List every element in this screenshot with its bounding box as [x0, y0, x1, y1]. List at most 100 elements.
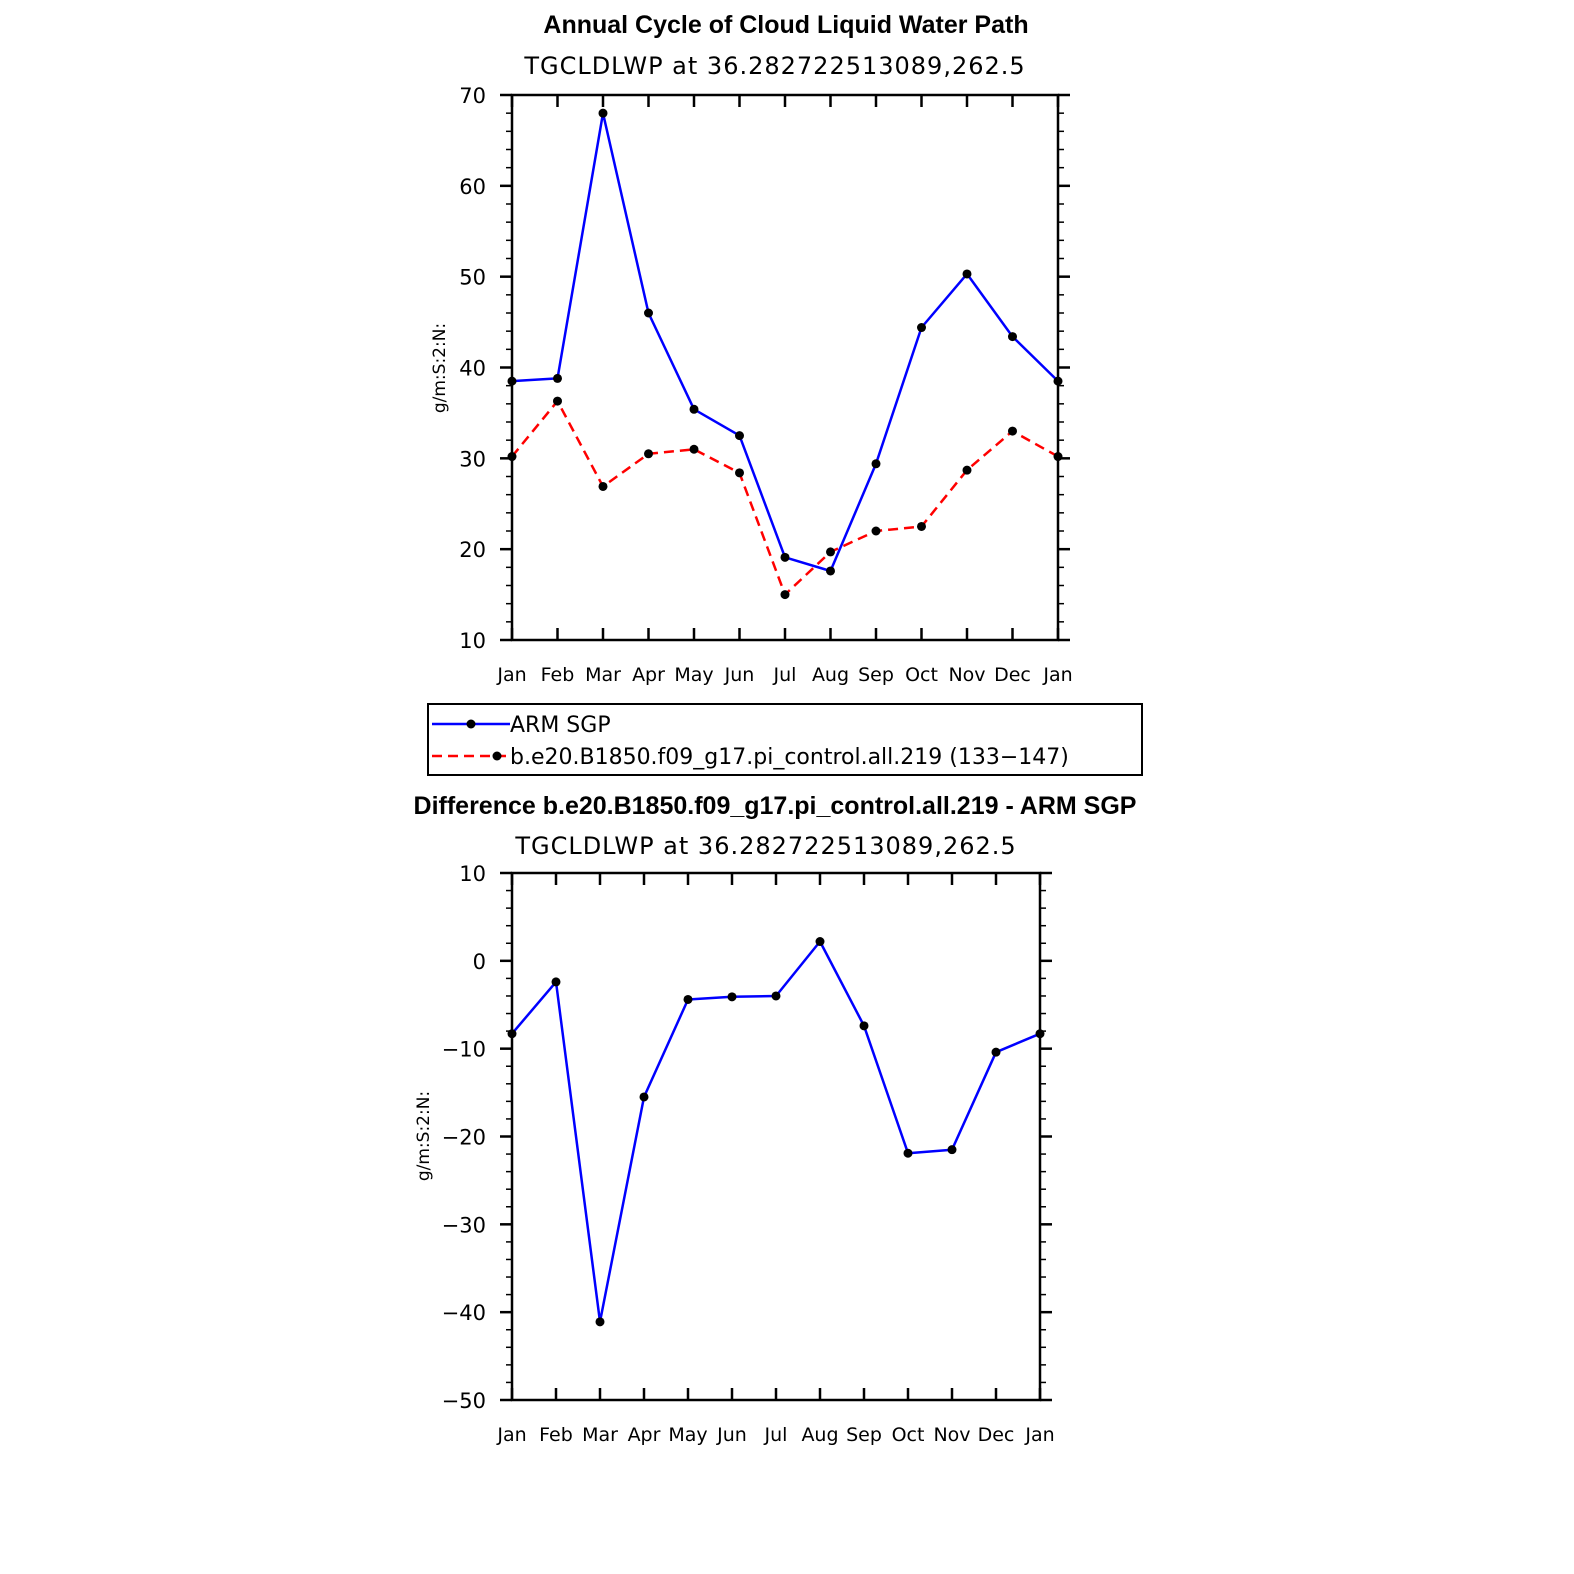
chart-subtitle: TGCLDLWP at 36.282722513089,262.5: [514, 832, 1016, 860]
x-tick-label-jun: Jun: [724, 664, 755, 686]
data-point-arm-sgp-11: [1008, 332, 1017, 342]
x-tick-label-mar: Mar: [582, 1424, 618, 1446]
x-tick-label-jun: Jun: [716, 1424, 747, 1446]
data-point-b-e20-b1850-f09-g17-pi-control-all-219-133-147-11: [1008, 426, 1017, 436]
data-point-difference-3: [639, 1092, 649, 1102]
data-point-b-e20-b1850-f09-g17-pi-control-all-219-133-147-2: [598, 481, 608, 491]
data-point-difference-12: [1035, 1029, 1045, 1039]
data-point-arm-sgp-2: [598, 108, 608, 118]
data-point-difference-4: [683, 994, 693, 1004]
data-point-b-e20-b1850-f09-g17-pi-control-all-219-133-147-12: [1053, 452, 1063, 462]
x-tick-label-may: May: [668, 1424, 707, 1446]
x-tick-label-aug: Aug: [812, 664, 849, 686]
data-point-b-e20-b1850-f09-g17-pi-control-all-219-133-147-0: [507, 452, 517, 462]
data-point-arm-sgp-12: [1053, 376, 1063, 386]
data-point-b-e20-b1850-f09-g17-pi-control-all-219-133-147-3: [644, 449, 653, 459]
data-point-arm-sgp-5: [735, 431, 744, 441]
y-axis-label: g/m:S:2:N:: [430, 323, 450, 413]
y-axis-label: g/m:S:2:N:: [414, 1091, 434, 1181]
data-point-b-e20-b1850-f09-g17-pi-control-all-219-133-147-8: [871, 526, 881, 536]
legend-marker-model: [492, 751, 502, 761]
legend-box: [427, 703, 1143, 776]
chart-title: Difference b.e20.B1850.f09_g17.pi_contro…: [414, 792, 1137, 820]
data-point-difference-2: [595, 1317, 605, 1327]
data-point-difference-0: [507, 1029, 517, 1039]
y-tick-label: 10: [459, 629, 486, 653]
plot-frame: [510, 871, 1042, 1402]
series-line-b-e20-b1850-f09-g17-pi-control-all-219-133-147: [511, 399, 1059, 596]
x-tick-label-jan: Jan: [1042, 664, 1072, 686]
data-point-difference-8: [859, 1021, 869, 1031]
data-point-arm-sgp-10: [962, 269, 972, 279]
x-tick-label-nov: Nov: [933, 1424, 970, 1446]
y-tick-label: −20: [442, 1126, 486, 1150]
x-tick-label-jul: Jul: [773, 664, 797, 686]
axes: [500, 871, 1052, 1402]
data-point-b-e20-b1850-f09-g17-pi-control-all-219-133-147-6: [780, 590, 790, 600]
y-tick-label: 30: [459, 447, 486, 471]
data-point-difference-10: [947, 1145, 957, 1155]
legend-label-arm-sgp: ARM SGP: [510, 713, 611, 738]
y-tick-label: −40: [442, 1301, 486, 1325]
data-point-arm-sgp-9: [917, 323, 926, 333]
y-tick-label: 10: [459, 862, 486, 886]
data-point-arm-sgp-1: [553, 373, 562, 383]
data-point-difference-7: [815, 937, 825, 947]
x-tick-label-aug: Aug: [801, 1424, 838, 1446]
data-point-b-e20-b1850-f09-g17-pi-control-all-219-133-147-10: [962, 465, 972, 475]
data-point-b-e20-b1850-f09-g17-pi-control-all-219-133-147-5: [735, 468, 744, 478]
y-tick-label: 50: [459, 266, 486, 290]
y-tick-labels: 10 20 30 40 50 60 70: [459, 84, 486, 653]
y-tick-label: 70: [459, 84, 486, 108]
chart-subtitle: TGCLDLWP at 36.282722513089,262.5: [523, 52, 1025, 80]
data-point-arm-sgp-4: [689, 404, 699, 414]
data-point-difference-6: [771, 991, 781, 1001]
y-tick-label: 20: [459, 538, 486, 562]
data-point-arm-sgp-3: [644, 308, 653, 318]
x-tick-label-oct: Oct: [892, 1424, 925, 1446]
difference-chart: Difference b.e20.B1850.f09_g17.pi_contro…: [414, 792, 1137, 1446]
x-tick-label-dec: Dec: [978, 1424, 1015, 1446]
x-tick-label-apr: Apr: [632, 664, 665, 686]
y-tick-label: 40: [459, 357, 486, 381]
x-tick-label-dec: Dec: [994, 664, 1031, 686]
x-tick-label-nov: Nov: [948, 664, 985, 686]
series-points: [507, 937, 1045, 1327]
x-tick-label-jul: Jul: [764, 1424, 788, 1446]
x-tick-label-apr: Apr: [628, 1424, 661, 1446]
x-tick-label-jan: Jan: [1024, 1424, 1054, 1446]
y-tick-label: 0: [473, 950, 486, 974]
data-point-arm-sgp-0: [507, 376, 517, 386]
x-tick-label-feb: Feb: [539, 1424, 573, 1446]
x-tick-label-may: May: [674, 664, 713, 686]
y-tick-label: −10: [442, 1038, 486, 1062]
data-point-b-e20-b1850-f09-g17-pi-control-all-219-133-147-1: [553, 396, 562, 406]
series-points: [507, 108, 1063, 600]
x-tick-label-jan: Jan: [496, 1424, 526, 1446]
data-point-arm-sgp-8: [871, 459, 881, 469]
annual-cycle-chart: Annual Cycle of Cloud Liquid Water Path …: [430, 11, 1073, 686]
x-tick-label-sep: Sep: [846, 1424, 882, 1446]
data-point-b-e20-b1850-f09-g17-pi-control-all-219-133-147-9: [917, 521, 926, 531]
data-point-difference-11: [991, 1047, 1001, 1057]
data-point-difference-5: [727, 992, 737, 1002]
chart-title: Annual Cycle of Cloud Liquid Water Path: [543, 11, 1028, 39]
legend-marker-arm-sgp: [466, 719, 476, 729]
y-tick-labels: −50 −40 −30 −20 −10 0 10: [442, 862, 486, 1413]
x-tick-label-sep: Sep: [858, 664, 894, 686]
series-line-arm-sgp: [511, 111, 1059, 573]
x-tick-label-oct: Oct: [905, 664, 938, 686]
data-point-arm-sgp-7: [826, 566, 835, 576]
y-tick-label: 60: [459, 175, 486, 199]
axes: [500, 93, 1070, 642]
data-point-arm-sgp-6: [780, 552, 790, 562]
data-point-difference-1: [551, 977, 561, 987]
x-tick-labels: Jan Feb Mar Apr May Jun Jul Aug Sep Oct Nov Dec Jan: [496, 1424, 1054, 1446]
x-tick-label-mar: Mar: [585, 664, 621, 686]
y-tick-label: −50: [442, 1389, 486, 1413]
y-tick-label: −30: [442, 1213, 486, 1237]
x-tick-label-jan: Jan: [496, 664, 526, 686]
data-point-b-e20-b1850-f09-g17-pi-control-all-219-133-147-7: [826, 547, 835, 557]
legend: ARM SGP b.e20.B1850.f09_g17.pi_control.a…: [427, 703, 1143, 776]
